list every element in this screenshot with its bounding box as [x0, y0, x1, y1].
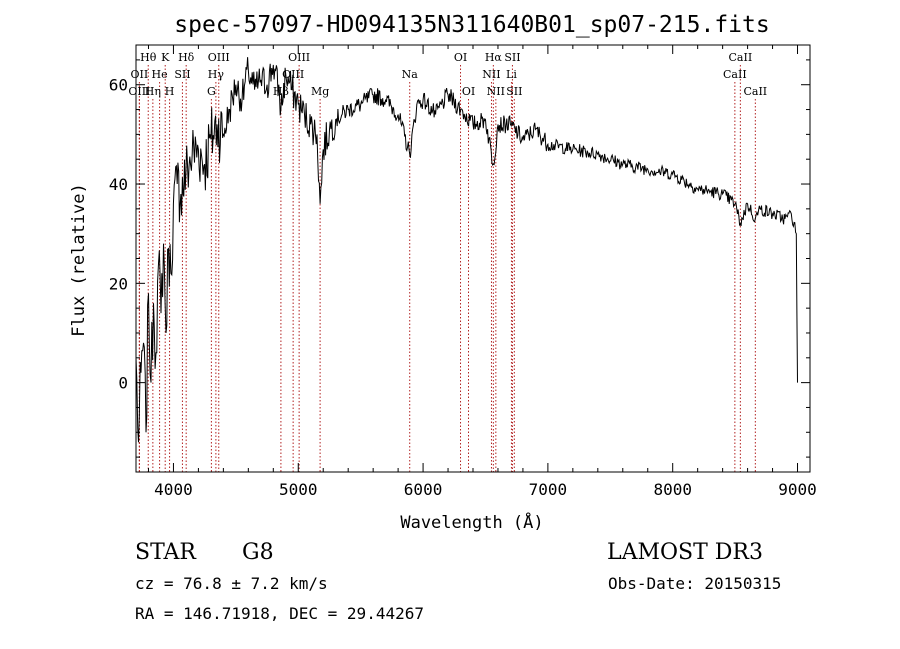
spectral-line-label: Hη: [145, 85, 161, 98]
spectral-line-label: SII: [506, 85, 522, 98]
y-tick-label: 20: [109, 274, 128, 293]
spectral-line-label: Hθ: [140, 51, 157, 64]
object-class: STAR: [135, 540, 196, 565]
chart-title: spec-57097-HD094135N311640B01_sp07-215.f…: [174, 12, 769, 38]
spectral-line-label: H: [165, 85, 175, 98]
spectral-line-label: Hβ: [273, 85, 289, 98]
spectral-line-label: Hα: [485, 51, 503, 64]
plot-frame: [135, 44, 811, 473]
spectral-line-label: Na: [402, 68, 419, 81]
coordinates: RA = 146.71918, DEC = 29.44267: [135, 604, 424, 623]
redshift-cz: cz = 76.8 ± 7.2 km/s: [135, 574, 328, 593]
spectral-line-label: He: [152, 68, 168, 81]
y-tick-label: 0: [118, 374, 128, 393]
spectral-line-label: NII: [487, 85, 505, 98]
spectral-line-label: OIII: [128, 85, 150, 98]
spectral-line-label: CaII: [743, 85, 767, 98]
spectral-line-label: SII: [504, 51, 520, 64]
object-subclass: G8: [242, 540, 274, 565]
x-tick-label: 9000: [778, 480, 817, 499]
x-tick-label: 8000: [653, 480, 692, 499]
spectral-line-label: OI: [454, 51, 467, 64]
y-tick-label: 60: [109, 76, 128, 95]
spectral-line-label: OI: [462, 85, 475, 98]
spectral-line-label: OIII: [288, 51, 310, 64]
spectral-line-label: Mg: [311, 85, 329, 98]
x-tick-label: 6000: [404, 480, 443, 499]
spectral-line-label: OIII: [208, 51, 230, 64]
y-tick-label: 40: [109, 175, 128, 194]
spectral-line-label: CaII: [723, 68, 747, 81]
x-axis-label: Wavelength (Å): [400, 511, 543, 533]
spectral-line-label: CaII: [729, 51, 753, 64]
spectral-line-label: OII: [131, 68, 149, 81]
survey-name: LAMOST DR3: [607, 540, 763, 565]
obs-date: Obs-Date: 20150315: [608, 574, 782, 593]
spectral-line-label: NII: [482, 68, 500, 81]
x-tick-label: 5000: [279, 480, 318, 499]
spectral-line-label: Hδ: [178, 51, 195, 64]
spectral-line-label: Hγ: [208, 68, 225, 81]
x-tick-label: 4000: [154, 480, 193, 499]
axis-ticks: 4000 5000 6000 7000 8000 9000 0 20 40 60: [109, 45, 817, 499]
spectrum-series-line: [135, 57, 798, 443]
y-axis-label: Flux (relative): [69, 183, 89, 337]
spectral-line-label: SII: [174, 68, 190, 81]
x-tick-label: 7000: [529, 480, 568, 499]
spectral-line-label: Li: [506, 68, 517, 81]
spectral-line-label: G: [207, 85, 216, 98]
spectral-line-label: K: [161, 51, 170, 64]
